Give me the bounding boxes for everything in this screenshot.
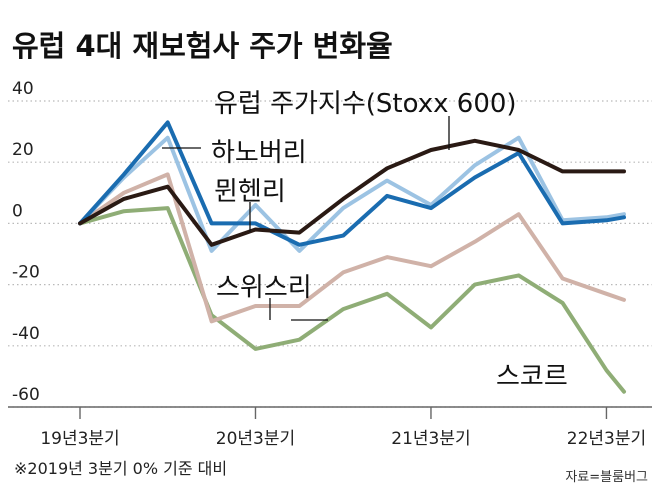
series-label: 스코르: [496, 362, 568, 392]
y-tick-label: 20: [12, 140, 34, 160]
series-labels: 스코르 스위스리 뮌헨리 하노버리 유럽 주가지수(Stoxx 600): [211, 89, 568, 392]
footnote: ※2019년 3분기 0% 기준 대비: [14, 459, 227, 478]
source-label: 자료=블룸버그: [565, 470, 648, 485]
series-line: [78, 138, 626, 247]
series-line: [78, 135, 626, 253]
series-label: 유럽 주가지수(Stoxx 600): [214, 89, 517, 119]
series-line: [78, 172, 626, 324]
x-tick-label: 20년3분기: [216, 429, 295, 449]
series-label: 하노버리: [211, 138, 307, 168]
x-tick-labels: 19년3분기 20년3분기 21년3분기 22년3분기: [40, 429, 646, 449]
y-axis: 40 20 0 -20 -40 -60: [12, 79, 40, 405]
y-tick-label: -60: [12, 385, 40, 405]
y-tick-label: -20: [12, 263, 40, 283]
y-tick-label: 40: [12, 79, 34, 99]
y-tick-label: -40: [12, 324, 40, 344]
chart-title: 유럽 4대 재보험사 주가 변화율: [12, 29, 393, 63]
leader-lines: [162, 116, 450, 321]
series-lines: [78, 120, 626, 394]
series-label: 스위스리: [216, 273, 312, 303]
y-tick-label: 0: [12, 201, 23, 221]
x-tick-label: 19년3분기: [40, 429, 119, 449]
x-tick-label: 21년3분기: [391, 429, 470, 449]
series-line: [78, 206, 626, 394]
series-line: [78, 120, 626, 247]
x-axis: [8, 406, 652, 419]
x-tick-label: 22년3분기: [567, 429, 646, 449]
series-label: 뮌헨리: [214, 177, 286, 207]
